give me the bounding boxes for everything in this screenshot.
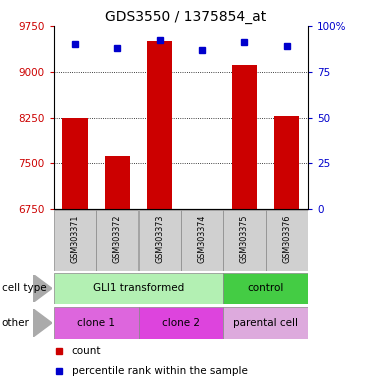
- Bar: [189, 209, 215, 213]
- Bar: [181, 210, 223, 271]
- Bar: [274, 116, 299, 209]
- Text: parental cell: parental cell: [233, 318, 298, 328]
- Bar: [54, 273, 223, 304]
- Text: GSM303376: GSM303376: [282, 215, 291, 263]
- Bar: [54, 307, 138, 339]
- Text: GSM303372: GSM303372: [113, 215, 122, 263]
- Polygon shape: [33, 309, 52, 337]
- Text: count: count: [72, 346, 101, 356]
- Bar: [266, 210, 308, 271]
- Bar: [105, 156, 130, 209]
- Polygon shape: [33, 275, 52, 302]
- Text: GSM303371: GSM303371: [70, 215, 79, 263]
- Bar: [62, 118, 88, 209]
- Text: GSM303375: GSM303375: [240, 215, 249, 263]
- Text: control: control: [247, 283, 284, 293]
- Text: other: other: [2, 318, 30, 328]
- Bar: [223, 307, 308, 339]
- Text: GLI1 transformed: GLI1 transformed: [93, 283, 184, 293]
- Bar: [232, 66, 257, 209]
- Bar: [147, 41, 173, 209]
- Bar: [96, 210, 138, 271]
- Bar: [223, 210, 266, 271]
- Text: GDS3550 / 1375854_at: GDS3550 / 1375854_at: [105, 10, 266, 23]
- Bar: [54, 210, 96, 271]
- Bar: [138, 307, 223, 339]
- Text: percentile rank within the sample: percentile rank within the sample: [72, 366, 247, 376]
- Text: clone 1: clone 1: [77, 318, 115, 328]
- Bar: [223, 273, 308, 304]
- Text: clone 2: clone 2: [162, 318, 200, 328]
- Text: GSM303373: GSM303373: [155, 215, 164, 263]
- Text: cell type: cell type: [2, 283, 46, 293]
- Bar: [138, 210, 181, 271]
- Text: GSM303374: GSM303374: [197, 215, 207, 263]
